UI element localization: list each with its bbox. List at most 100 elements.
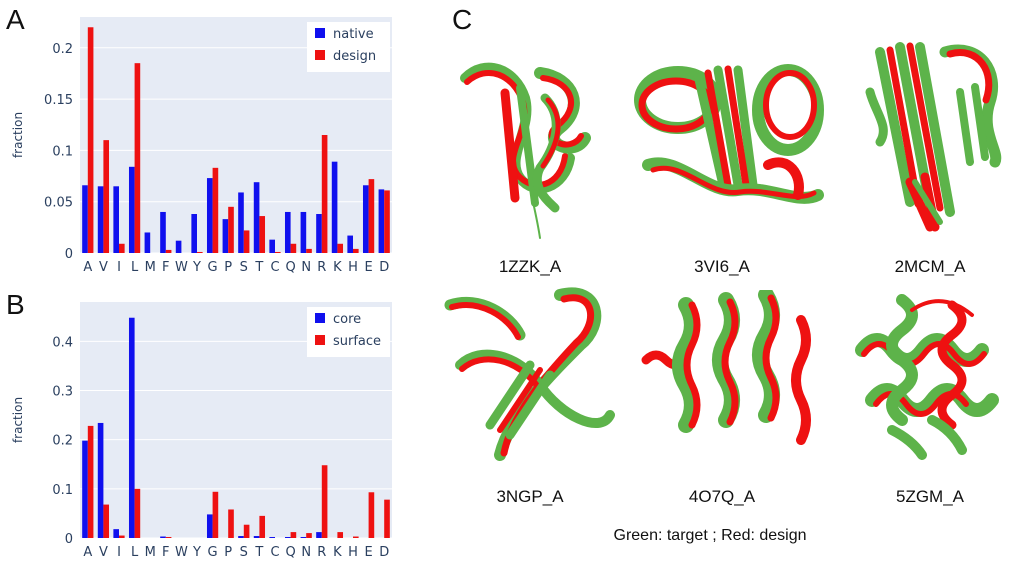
y-tick-label: 0.4 xyxy=(52,335,73,350)
structure-label-4o7q: 4O7Q_A xyxy=(688,487,756,506)
structure-label-3vi6: 3VI6_A xyxy=(694,257,750,276)
protein-helix-bundle-icon xyxy=(641,290,811,445)
y-tick-label: 0.1 xyxy=(52,483,73,498)
x-tick-label: D xyxy=(379,545,389,560)
x-tick-label: I xyxy=(117,545,121,560)
x-tick-label: W xyxy=(175,260,188,275)
bar-surface-L xyxy=(134,488,141,538)
legend-swatch-surface xyxy=(315,335,325,345)
bar-surface-A xyxy=(87,425,94,538)
structure-label-2mcm: 2MCM_A xyxy=(894,257,966,276)
y-tick-label: 0.3 xyxy=(52,385,73,400)
x-tick-label: Y xyxy=(192,545,201,560)
x-tick-label: V xyxy=(99,545,108,560)
bar-design-K xyxy=(337,243,344,253)
panel-label-c: C xyxy=(452,4,473,35)
legend-swatch-core xyxy=(315,313,325,323)
x-tick-label: A xyxy=(83,545,92,560)
bar-core-T xyxy=(253,536,260,538)
bar-native-C xyxy=(269,239,275,253)
legend-label-core: core xyxy=(333,312,361,327)
y-tick-label: 0.05 xyxy=(44,196,73,211)
x-tick-label: M xyxy=(145,260,156,275)
x-tick-label: G xyxy=(208,545,218,560)
bar-native-W xyxy=(175,240,182,253)
x-tick-label: R xyxy=(317,260,326,275)
bar-surface-Q xyxy=(290,532,297,538)
structure-label-3ngp: 3NGP_A xyxy=(496,487,564,506)
bar-core-F xyxy=(160,536,166,538)
x-tick-label: H xyxy=(348,545,358,560)
bar-native-R xyxy=(316,214,322,253)
bar-surface-N xyxy=(306,533,312,538)
bar-native-P xyxy=(222,219,229,253)
bar-surface-R xyxy=(321,465,328,538)
x-tick-label: S xyxy=(240,260,248,275)
bar-native-H xyxy=(347,235,353,253)
bar-core-I xyxy=(113,529,119,538)
bar-native-I xyxy=(113,186,119,253)
y-tick-label: 0.15 xyxy=(44,93,73,108)
x-tick-label: L xyxy=(131,260,139,275)
panel-label-a: A xyxy=(6,4,25,35)
x-tick-label: K xyxy=(333,545,342,560)
x-tick-label: W xyxy=(175,545,188,560)
bar-design-G xyxy=(212,167,219,253)
bar-surface-G xyxy=(212,491,219,538)
x-tick-label: Y xyxy=(192,260,201,275)
bar-surface-S xyxy=(243,524,250,538)
x-tick-label: F xyxy=(162,260,169,275)
bar-design-R xyxy=(321,135,328,253)
x-tick-label: C xyxy=(270,545,279,560)
x-tick-label: C xyxy=(270,260,279,275)
bar-native-N xyxy=(300,211,307,253)
y-tick-label: 0 xyxy=(65,532,73,547)
bar-design-E xyxy=(368,179,375,253)
bar-surface-P xyxy=(228,509,234,538)
x-tick-label: P xyxy=(224,545,232,560)
x-tick-label: F xyxy=(162,545,169,560)
x-tick-label: M xyxy=(145,545,156,560)
x-tick-label: D xyxy=(379,260,389,275)
legend-swatch-design xyxy=(315,50,325,60)
x-tick-label: K xyxy=(333,260,342,275)
x-tick-label: Q xyxy=(285,260,295,275)
bar-design-P xyxy=(228,206,234,253)
bar-design-D xyxy=(384,190,390,253)
bar-native-F xyxy=(160,211,166,253)
protein-beta-icon xyxy=(444,287,615,461)
legend-label-design: design xyxy=(333,49,376,64)
bar-surface-V xyxy=(103,504,110,538)
bar-native-T xyxy=(253,182,260,253)
y-tick-label: 0.2 xyxy=(52,42,73,57)
bar-design-I xyxy=(119,243,125,253)
bar-native-M xyxy=(144,232,151,253)
structure-caption: Green: target ; Red: design xyxy=(613,527,807,544)
bar-surface-T xyxy=(259,515,266,538)
y-tick-label: 0.2 xyxy=(52,434,73,449)
bar-native-E xyxy=(362,185,369,253)
bar-surface-H xyxy=(353,536,359,538)
bar-surface-K xyxy=(337,532,344,538)
bar-native-S xyxy=(238,192,244,253)
bar-core-R xyxy=(316,532,322,538)
x-tick-label: T xyxy=(254,545,263,560)
bar-surface-F xyxy=(165,537,172,538)
amino-acid-fraction-chart-native-design: 0 0.05 0.1 0.15 0.2 A V I L M F W Y G P S T C Q N R K H E Dfract… xyxy=(11,17,392,275)
bar-design-A xyxy=(87,27,94,254)
x-tick-label: L xyxy=(131,545,139,560)
y-tick-label: 0 xyxy=(65,247,73,262)
y-tick-label: 0.1 xyxy=(52,144,73,159)
y-axis-label: fraction xyxy=(11,112,25,158)
x-tick-label: N xyxy=(301,545,311,560)
bar-design-S xyxy=(243,230,250,253)
x-tick-label: R xyxy=(317,545,326,560)
x-tick-label: Q xyxy=(285,545,295,560)
protein-globular-icon xyxy=(855,294,999,460)
bar-core-A xyxy=(82,440,88,538)
legend-swatch-native xyxy=(315,28,325,38)
x-tick-label: E xyxy=(364,545,372,560)
bar-native-Q xyxy=(284,211,291,253)
bar-design-F xyxy=(165,249,172,253)
bar-design-V xyxy=(103,140,110,253)
